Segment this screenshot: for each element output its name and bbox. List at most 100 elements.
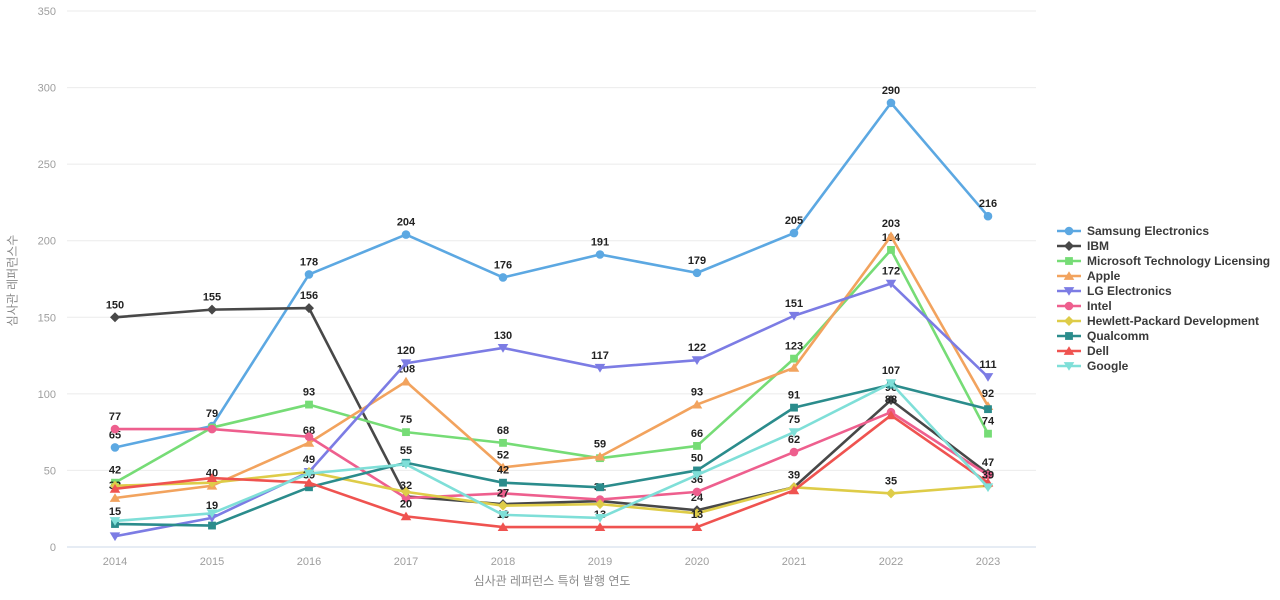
point-label: 91: [788, 390, 800, 402]
point-label: 120: [397, 345, 415, 357]
point-marker: [206, 473, 218, 482]
point-marker: [208, 521, 216, 530]
point-label: 93: [691, 387, 703, 399]
point-marker: [692, 487, 702, 497]
x-tick-label: 2016: [297, 556, 321, 568]
series-line: [113, 306, 990, 512]
x-tick-label: 2017: [394, 556, 418, 568]
point-label: 47: [982, 457, 994, 469]
point-label: 79: [206, 408, 218, 420]
point-marker: [400, 376, 412, 386]
legend-item-ibm[interactable]: IBM: [1056, 238, 1270, 253]
point-marker: [691, 399, 703, 409]
point-label: 59: [594, 439, 606, 451]
legend-item-google[interactable]: Google: [1056, 358, 1270, 373]
point-label: 130: [494, 330, 512, 342]
legend-item-qualcomm[interactable]: Qualcomm: [1056, 328, 1270, 343]
legend-item-hewlett-packard-development[interactable]: Hewlett-Packard Development: [1056, 313, 1270, 328]
point-label: 290: [882, 85, 900, 97]
point-marker: [595, 499, 605, 510]
point-marker: [207, 424, 217, 434]
point-label: 178: [300, 256, 318, 268]
point-marker: [304, 432, 314, 442]
point-marker: [207, 304, 217, 315]
legend-label: Intel: [1087, 298, 1112, 313]
point-marker: [788, 363, 800, 372]
point-marker: [305, 400, 313, 409]
series-ibm: 1501551562496: [106, 290, 993, 516]
point-label: 66: [691, 428, 703, 440]
point-label: 19: [206, 500, 218, 512]
legend-item-dell[interactable]: Dell: [1056, 343, 1270, 358]
point-marker: [303, 477, 315, 487]
point-marker: [789, 447, 799, 457]
legend-label: Google: [1087, 358, 1129, 373]
point-marker: [304, 270, 314, 279]
x-axis-title: 심사관 레퍼런스 특허 발행 연도: [473, 574, 631, 588]
x-tick-label: 2019: [588, 556, 612, 568]
x-tick-label: 2014: [103, 556, 127, 568]
point-marker: [304, 303, 314, 314]
point-marker: [498, 500, 508, 511]
y-tick-label: 250: [38, 159, 56, 171]
series-line: [113, 248, 990, 484]
point-marker: [401, 230, 411, 239]
legend-item-intel[interactable]: Intel: [1056, 298, 1270, 313]
point-label: 39: [788, 469, 800, 481]
series-line: [113, 383, 990, 527]
series-line: [113, 470, 990, 515]
point-marker: [691, 522, 703, 531]
point-label: 42: [109, 465, 121, 477]
point-marker: [303, 469, 315, 479]
point-label: 88: [885, 394, 897, 406]
point-marker: [887, 246, 895, 254]
point-marker: [886, 488, 896, 499]
point-label: 117: [591, 350, 609, 362]
point-marker: [497, 462, 509, 472]
legend-label: IBM: [1087, 238, 1109, 253]
point-label: 15: [109, 506, 121, 518]
point-label: 93: [303, 387, 315, 399]
point-marker: [400, 460, 412, 470]
x-tick-label: 2021: [782, 556, 806, 568]
point-label: 62: [788, 434, 800, 446]
point-label: 68: [497, 425, 509, 437]
point-marker: [497, 510, 509, 520]
point-label: 156: [300, 290, 318, 302]
point-marker: [692, 508, 702, 519]
point-label: 92: [982, 388, 994, 400]
point-marker: [110, 424, 120, 434]
series-line: [113, 381, 990, 523]
point-marker: [594, 514, 606, 523]
legend-label: Samsung Electronics: [1087, 223, 1210, 238]
legend: Samsung Electronics IBM Microsoft Technolo…: [1056, 223, 1270, 373]
point-marker: [885, 379, 897, 388]
y-tick-label: 0: [50, 542, 56, 554]
y-tick-label: 300: [38, 83, 56, 95]
square-legend-marker-icon: [1057, 331, 1081, 340]
legend-item-apple[interactable]: Apple: [1056, 268, 1270, 283]
point-marker: [499, 478, 507, 487]
point-marker: [693, 466, 701, 475]
y-tick-label: 200: [38, 236, 56, 248]
point-marker: [497, 344, 509, 353]
point-marker: [982, 483, 994, 493]
point-marker: [790, 403, 798, 412]
circle-legend-marker-icon: [1057, 226, 1081, 235]
point-label: 75: [400, 414, 412, 426]
point-label: 27: [497, 488, 509, 500]
point-marker: [109, 517, 121, 526]
point-label: 75: [788, 414, 800, 426]
point-label: 49: [303, 454, 315, 466]
point-marker: [693, 442, 701, 450]
legend-label: Apple: [1087, 268, 1121, 283]
legend-item-microsoft-technology-licensing[interactable]: Microsoft Technology Licensing: [1056, 253, 1270, 268]
point-label: 176: [494, 259, 512, 271]
legend-item-samsung-electronics[interactable]: Samsung Electronics: [1056, 223, 1270, 238]
diamond-legend-marker-icon: [1057, 315, 1081, 326]
legend-item-lg-electronics[interactable]: LG Electronics: [1056, 283, 1270, 298]
series-google: 75 107 39: [109, 365, 994, 526]
point-marker: [885, 410, 897, 420]
